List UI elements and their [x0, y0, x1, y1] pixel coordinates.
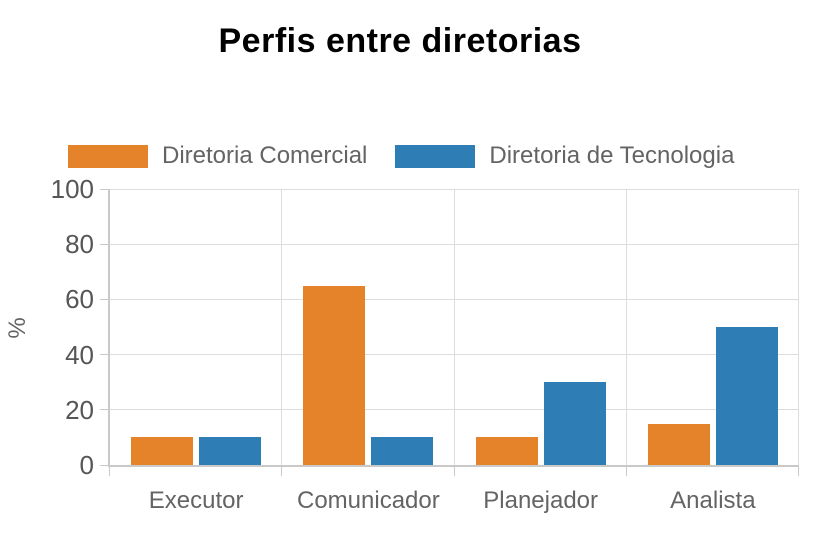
gridline: [798, 189, 799, 465]
y-axis-tick: [100, 298, 108, 300]
x-axis-tick: [798, 467, 799, 476]
bar-diretoria-comercial-planejador: [475, 437, 538, 465]
y-tick-label: 40: [65, 339, 94, 370]
category-group-comunicador: [282, 189, 454, 465]
y-tick-label: 100: [50, 174, 94, 204]
x-axis-tick: [109, 467, 110, 476]
x-category-label: Executor: [148, 487, 244, 514]
y-axis-tick: [100, 243, 108, 245]
y-axis-tick: [100, 188, 108, 190]
legend-swatch-blue: [395, 144, 476, 168]
gridline: [453, 189, 455, 465]
x-axis-tick: [453, 467, 455, 476]
x-category-label: Comunicador: [297, 487, 440, 514]
gridline: [281, 189, 283, 465]
gridline: [110, 354, 799, 356]
gridline: [110, 243, 799, 245]
y-tick-label: 20: [65, 394, 94, 425]
legend-item-diretoria-comercial: Diretoria Comercial: [68, 142, 367, 170]
x-axis-tick: [625, 467, 627, 476]
category-group-analista: [627, 189, 799, 465]
plot-area: 0 20 40 60 80 100 Executor Comunicador Planejado…: [51, 176, 799, 514]
y-tick-label: 0: [79, 450, 94, 480]
category-group-executor: [110, 189, 282, 465]
bar-diretoria-comercial-comunicador: [303, 285, 366, 465]
y-axis-tick: [100, 409, 108, 411]
chart-title: Perfis entre diretorias: [218, 22, 582, 60]
y-tick-label: 60: [65, 284, 94, 315]
x-category-label: Analista: [670, 487, 756, 514]
bar-diretoria-de-tecnologia-planejador: [543, 382, 606, 465]
gridline: [110, 298, 799, 300]
x-axis-tick: [281, 467, 283, 476]
bar-diretoria-de-tecnologia-comunicador: [371, 437, 434, 465]
bar-diretoria-de-tecnologia-executor: [199, 437, 262, 465]
gridline: [110, 188, 799, 190]
legend-label: Diretoria Comercial: [162, 142, 368, 169]
gridline: [110, 409, 799, 411]
y-axis-tick: [100, 464, 108, 466]
bar-diretoria-de-tecnologia-analista: [715, 327, 778, 465]
y-tick-label: 80: [65, 229, 94, 260]
y-axis-tick: [100, 354, 108, 356]
legend: Diretoria Comercial Diretoria de Tecnolo…: [68, 142, 734, 170]
legend-label: Diretoria de Tecnologia: [489, 142, 735, 169]
gridline: [625, 189, 627, 465]
category-group-planejador: [455, 189, 627, 465]
bar-diretoria-comercial-executor: [131, 437, 194, 465]
x-category-label: Planejador: [483, 487, 598, 514]
bar-diretoria-comercial-analista: [647, 423, 710, 465]
legend-item-diretoria-de-tecnologia: Diretoria de Tecnologia: [395, 142, 734, 170]
legend-swatch-orange: [68, 144, 148, 168]
